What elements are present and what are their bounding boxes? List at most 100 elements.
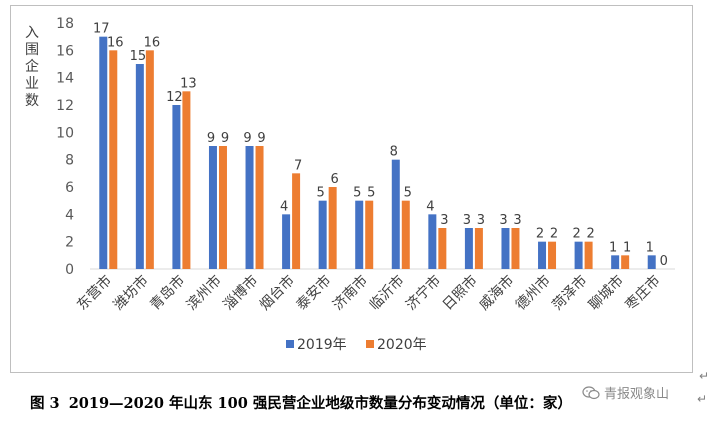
x-tick-label: 东营市 [73,272,115,314]
y-axis-title-char: 业 [25,76,39,92]
bar-2020年-济南市 [365,200,374,269]
data-label: 3 [499,213,507,228]
data-label: 3 [513,213,521,228]
y-tick-label: 16 [56,43,74,59]
legend-label: 2020年 [377,337,427,353]
data-label: 3 [463,213,471,228]
data-label: 2 [536,227,544,242]
x-tick-label: 日照市 [439,272,481,314]
bar-2020年-滨州市 [218,146,227,269]
bar-2019年-日照市 [464,228,473,269]
data-label: 9 [257,131,265,146]
data-label: 12 [166,90,183,105]
data-label: 0 [660,254,668,269]
data-label: 2 [586,227,594,242]
x-tick-label: 临沂市 [366,272,408,314]
y-tick-label: 4 [65,207,74,223]
bar-2020年-聊城市 [621,255,630,269]
data-label: 1 [646,240,654,255]
bar-2020年-烟台市 [292,173,301,269]
data-label: 7 [294,158,302,173]
x-tick-label: 济宁市 [402,272,444,314]
bar-2019年-济南市 [355,200,364,269]
y-tick-label: 2 [65,235,74,251]
chart-frame [10,5,693,373]
data-label: 3 [440,213,448,228]
legend-swatch [366,340,374,348]
bar-2019年-淄博市 [245,146,254,269]
x-tick-label: 淄博市 [220,272,262,314]
x-tick-label: 菏泽市 [549,272,591,314]
data-label: 16 [107,35,124,50]
data-label: 2 [550,227,558,242]
data-label: 4 [426,199,434,214]
bar-2019年-菏泽市 [574,241,583,269]
bar-2020年-临沂市 [401,200,410,269]
data-label: 5 [353,186,361,201]
bar-2020年-日照市 [474,228,483,269]
data-label: 13 [180,76,197,91]
bar-2019年-滨州市 [208,146,217,269]
bar-2020年-淄博市 [255,146,264,269]
data-label: 8 [390,145,398,160]
bar-2019年-青岛市 [172,105,181,269]
bar-2019年-德州市 [538,241,547,269]
x-tick-label: 聊城市 [585,272,627,314]
y-axis-title-char: 入 [25,25,39,41]
bar-2019年-聊城市 [611,255,620,269]
bar-2019年-泰安市 [318,200,327,269]
legend-label: 2019年 [297,337,347,353]
caption-text: 2019—2020 年山东 100 强民营企业地级市数量分布变动情况（单位：家） [68,395,572,412]
y-tick-label: 10 [56,125,74,141]
x-tick-label: 威海市 [476,272,518,314]
x-tick-label: 滨州市 [183,272,225,314]
bar-2020年-威海市 [511,228,520,269]
paragraph-mark: ↵ [699,369,710,383]
x-tick-label: 泰安市 [293,272,335,314]
data-label: 5 [404,186,412,201]
bar-2019年-临沂市 [391,159,400,269]
paragraph-mark: ↵ [697,392,708,406]
x-tick-label: 济南市 [329,272,371,314]
data-label: 5 [317,186,325,201]
y-axis-title-char: 数 [25,93,39,109]
y-axis-title-char: 围 [25,42,39,58]
data-label: 17 [93,22,110,37]
bar-2019年-烟台市 [282,214,291,269]
y-tick-label: 14 [56,71,74,87]
legend-swatch [286,340,294,348]
data-label: 5 [367,186,375,201]
bar-2019年-潍坊市 [135,64,144,269]
x-tick-label: 德州市 [512,272,554,314]
bar-2019年-威海市 [501,228,510,269]
data-label: 6 [331,172,339,187]
data-label: 9 [207,131,215,146]
watermark-text: 青报观象山 [604,387,670,402]
wechat-icon [582,385,600,399]
bar-2019年-济宁市 [428,214,437,269]
bar-2020年-济宁市 [438,228,447,269]
y-tick-label: 18 [56,16,74,32]
bar-2020年-青岛市 [182,91,191,269]
figure-caption: 图 3 2019—2020 年山东 100 强民营企业地级市数量分布变动情况（单… [30,392,576,413]
data-label: 9 [221,131,229,146]
x-tick-label: 潍坊市 [110,272,152,314]
bar-2020年-菏泽市 [584,241,593,269]
data-label: 9 [243,131,251,146]
y-axis-title-char: 企 [25,58,39,75]
data-label: 2 [572,227,580,242]
bar-2020年-德州市 [548,241,557,269]
y-tick-label: 8 [65,153,74,169]
bar-2020年-东营市 [109,50,118,270]
bar-2019年-枣庄市 [647,255,656,269]
bar-chart: 024681012141618入围企业数1716东营市1516潍坊市1213青岛… [25,16,675,353]
bar-2020年-潍坊市 [145,50,154,270]
data-label: 1 [609,240,617,255]
x-tick-label: 枣庄市 [622,272,664,314]
y-tick-label: 12 [56,98,74,114]
y-tick-label: 6 [65,180,74,196]
data-label: 16 [144,35,161,50]
y-tick-label: 0 [65,262,74,278]
data-label: 1 [623,240,631,255]
data-label: 3 [477,213,485,228]
